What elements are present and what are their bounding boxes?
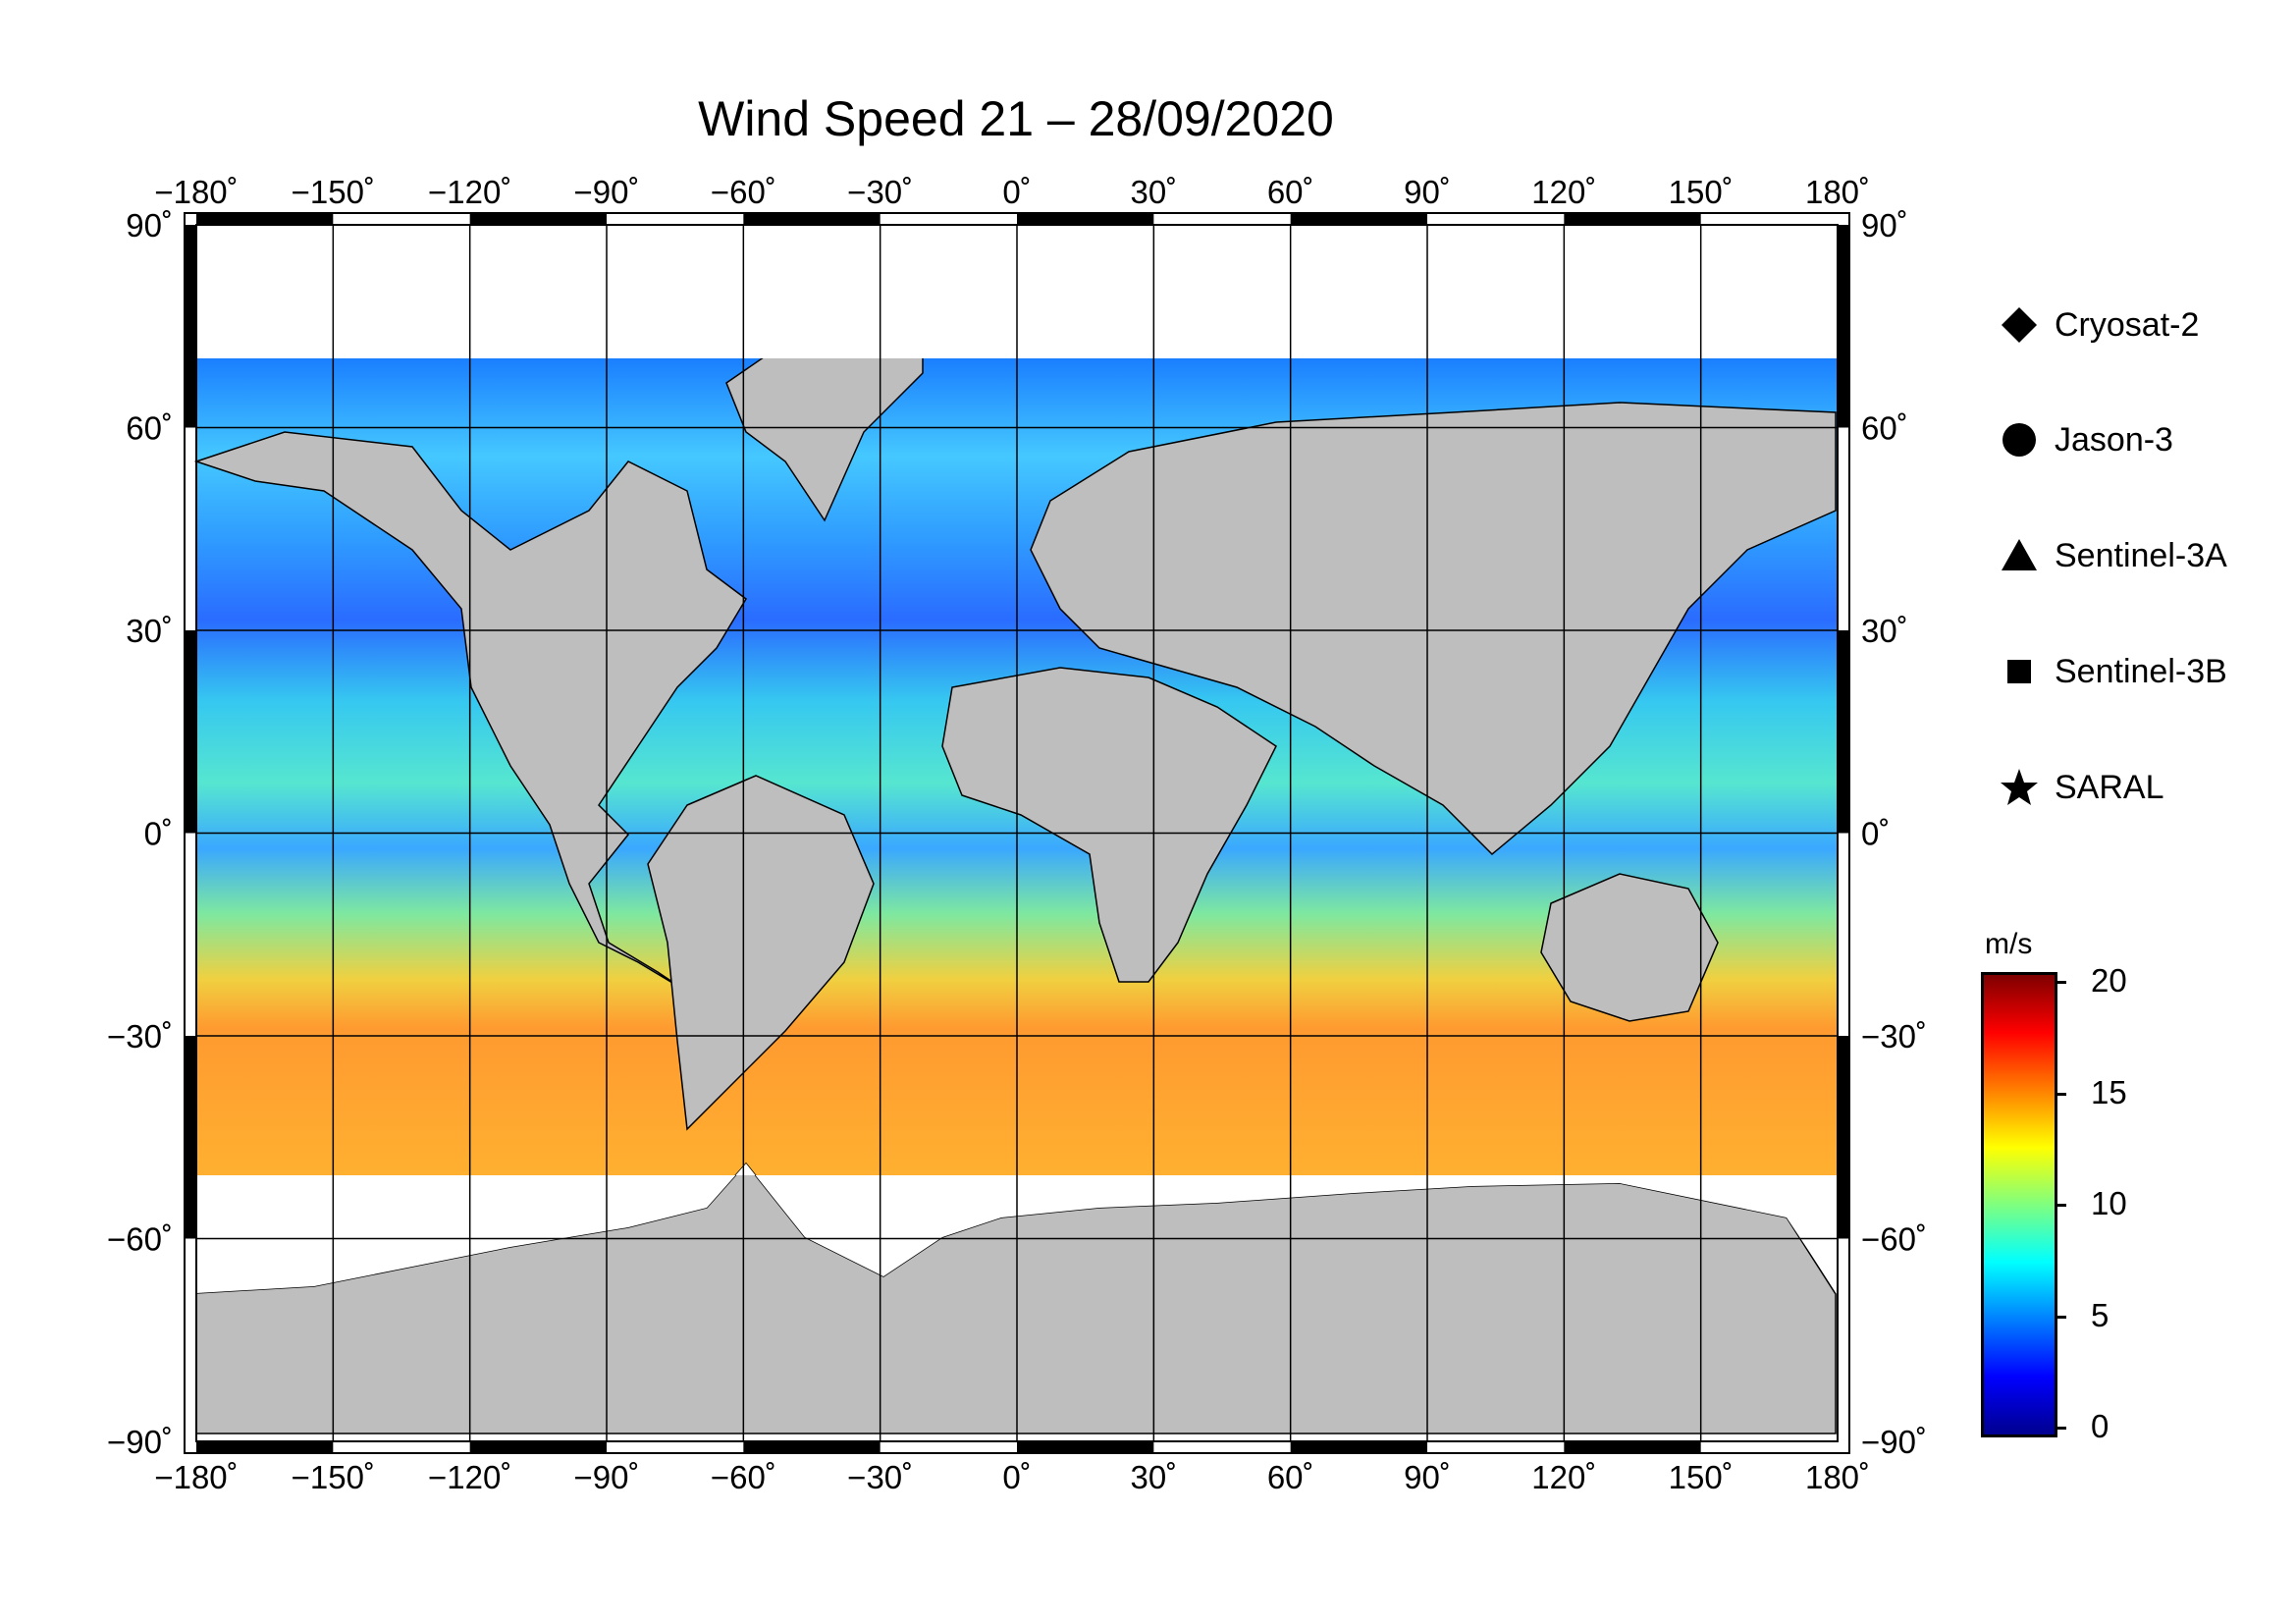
frame-segment	[1838, 1036, 1849, 1239]
frame-segment	[743, 1441, 881, 1453]
colorbar-tick	[2055, 1204, 2066, 1207]
colorbar-tick	[2055, 1092, 2066, 1096]
map-frame	[184, 212, 1850, 1454]
lat-tick-label: −30˚	[1861, 1018, 1927, 1055]
lat-tick-label: 30˚	[126, 613, 173, 649]
star-icon	[1998, 766, 2041, 809]
lon-tick-label: 180˚	[1805, 174, 1870, 210]
lon-tick-label: 60˚	[1267, 174, 1314, 210]
lon-tick-label: −150˚	[292, 174, 375, 210]
lon-tick-label: 150˚	[1669, 174, 1734, 210]
frame-segment	[185, 1036, 196, 1239]
australia	[1540, 873, 1719, 1022]
lat-tick-label: 0˚	[144, 816, 173, 852]
lon-tick-label: −90˚	[574, 174, 640, 210]
colorbar-tick-label: 10	[2091, 1185, 2127, 1221]
lat-tick-label: −30˚	[107, 1018, 173, 1055]
lat-tick-label: 0˚	[1861, 816, 1890, 852]
lon-tick-label: −180˚	[154, 1459, 238, 1495]
frame-segment	[185, 225, 196, 428]
legend-label: Sentinel-3A	[2055, 536, 2227, 574]
lon-tick-label: −120˚	[428, 174, 511, 210]
colorbar-tick-label: 20	[2091, 962, 2127, 999]
frame-segment	[1564, 1441, 1701, 1453]
frame-segment	[185, 630, 196, 834]
diamond-icon	[1998, 303, 2041, 347]
legend-label: Cryosat-2	[2055, 305, 2200, 344]
lon-tick-label: 180˚	[1805, 1459, 1870, 1495]
colorbar-tick-label: 0	[2091, 1408, 2109, 1444]
lat-tick-label: 60˚	[1861, 410, 1908, 447]
frame-segment	[196, 213, 334, 225]
frame-segment	[743, 213, 881, 225]
lat-tick-label: 90˚	[126, 207, 173, 243]
colorbar-tick-label: 5	[2091, 1296, 2109, 1333]
lon-tick-label: 0˚	[1002, 174, 1031, 210]
lon-tick-label: −150˚	[292, 1459, 375, 1495]
lon-tick-label: 60˚	[1267, 1459, 1314, 1495]
legend-item: Jason-3	[1998, 415, 2173, 464]
left-lat-labels: 90˚ 60˚ 30˚ 0˚ −30˚ −60˚ −90˚	[107, 207, 173, 1460]
lon-tick-label: 120˚	[1531, 1459, 1596, 1495]
lat-tick-label: −90˚	[1861, 1424, 1927, 1460]
square-icon	[1998, 650, 2041, 693]
lat-tick-label: −90˚	[107, 1424, 173, 1460]
lon-tick-label: −90˚	[574, 1459, 640, 1495]
lon-tick-label: 150˚	[1669, 1459, 1734, 1495]
lon-tick-label: 0˚	[1002, 1459, 1031, 1495]
lon-tick-label: 120˚	[1531, 174, 1596, 210]
frame-segment	[1017, 1441, 1154, 1453]
right-lat-labels: 90˚ 60˚ 30˚ 0˚ −30˚ −60˚ −90˚	[1861, 207, 1927, 1460]
lon-tick-label: −30˚	[847, 1459, 913, 1495]
frame-segment	[1838, 225, 1849, 428]
legend-item: Sentinel-3B	[1998, 647, 2227, 696]
colorbar-tick	[2055, 1427, 2066, 1430]
lon-tick-label: 30˚	[1130, 174, 1177, 210]
legend-item: Cryosat-2	[1998, 300, 2199, 350]
lat-tick-label: −60˚	[107, 1221, 173, 1258]
frame-segment	[196, 1441, 334, 1453]
lon-tick-label: 30˚	[1130, 1459, 1177, 1495]
frame-segment	[1564, 213, 1701, 225]
lon-tick-label: −30˚	[847, 174, 913, 210]
lon-tick-label: −180˚	[154, 174, 238, 210]
lon-tick-label: −60˚	[711, 1459, 776, 1495]
lat-tick-label: 30˚	[1861, 613, 1908, 649]
colorbar-tick-label: 15	[2091, 1073, 2127, 1110]
colorbar-unit: m/s	[1985, 928, 2033, 960]
lat-tick-label: 90˚	[1861, 207, 1908, 243]
frame-segment	[1290, 1441, 1427, 1453]
south-america	[647, 775, 875, 1131]
legend-item: SARAL	[1998, 763, 2164, 812]
africa	[941, 667, 1277, 983]
colorbar	[1981, 972, 2057, 1437]
eurasia	[1030, 402, 1837, 856]
legend-label: Sentinel-3B	[2055, 652, 2227, 690]
frame-segment	[469, 1441, 607, 1453]
triangle-icon	[1998, 534, 2041, 577]
colorbar-tick	[2055, 981, 2066, 984]
circle-icon	[1998, 418, 2041, 461]
lat-tick-label: 60˚	[126, 410, 173, 447]
frame-segment	[469, 213, 607, 225]
colorbar-tick	[2055, 1315, 2066, 1319]
top-lon-labels: −180˚ −150˚ −120˚ −90˚ −60˚ −30˚ 0˚ 30˚ 60˚ 90˚ 12…	[154, 174, 1870, 210]
legend-label: Jason-3	[2055, 420, 2173, 459]
bottom-lon-labels: −180˚ −150˚ −120˚ −90˚ −60˚ −30˚ 0˚ 30˚ 60˚ 90˚ 12…	[154, 1459, 1870, 1495]
frame-segment	[1290, 213, 1427, 225]
lon-tick-label: 90˚	[1404, 1459, 1451, 1495]
frame-segment	[1838, 630, 1849, 834]
frame-segment	[1017, 213, 1154, 225]
legend-label: SARAL	[2055, 768, 2164, 806]
lon-tick-label: −60˚	[711, 174, 776, 210]
graticule	[196, 225, 1838, 1441]
lon-tick-label: 90˚	[1404, 174, 1451, 210]
legend-item: Sentinel-3A	[1998, 531, 2227, 580]
lon-tick-label: −120˚	[428, 1459, 511, 1495]
map-title: Wind Speed 21 – 28/09/2020	[698, 91, 1334, 146]
lat-tick-label: −60˚	[1861, 1221, 1927, 1258]
